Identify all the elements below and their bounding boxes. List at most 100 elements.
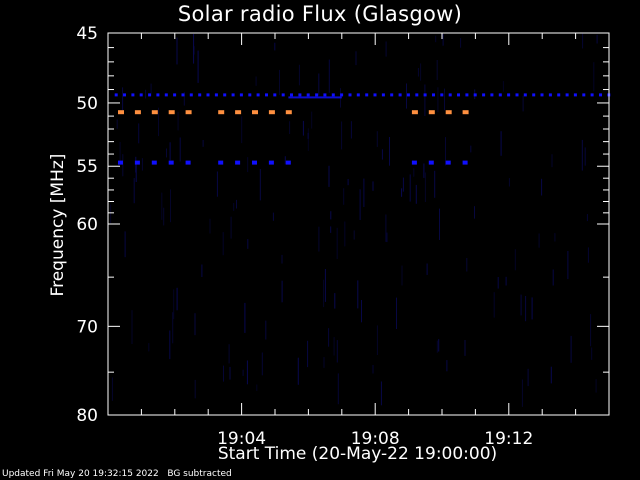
noise-streak (111, 377, 113, 401)
band-dot (482, 93, 486, 97)
noise-streak (445, 137, 446, 166)
band-dot (139, 93, 143, 97)
band-dot (290, 93, 293, 97)
y-tick-label: 80 (76, 406, 98, 426)
noise-streak (396, 297, 397, 329)
noise-streak (389, 137, 390, 166)
noise-streak (336, 340, 338, 363)
band-dot (331, 93, 335, 97)
band-dot (214, 93, 218, 97)
noise-streak (401, 188, 403, 197)
noise-streak (385, 214, 387, 242)
pulse-mark (445, 160, 451, 165)
noise-streak (409, 174, 411, 202)
band-dot (315, 93, 319, 97)
noise-streak (336, 227, 338, 259)
noise-streak (307, 132, 309, 139)
pulse-mark (411, 110, 418, 115)
noise-streak (439, 208, 440, 240)
pulse-mark (168, 110, 175, 115)
x-axis: 19:04 19:08 19:12 (140, 33, 577, 449)
chart-title: Solar radio Flux (Glasgow) (177, 2, 463, 26)
noise-streak (582, 33, 584, 49)
noise-streak (201, 264, 203, 277)
noise-streak (435, 35, 437, 43)
noise-streak (223, 365, 224, 382)
band-dot (457, 93, 460, 97)
noise-streak (197, 50, 199, 83)
noise-streak (460, 38, 462, 48)
noise-streak (173, 289, 175, 320)
noise-streak (216, 171, 218, 197)
noise-streak (324, 269, 326, 302)
noise-streak (176, 37, 178, 65)
pulse-mark (428, 160, 434, 165)
noise-streak (355, 51, 357, 66)
noise-streak (586, 214, 588, 222)
noise-streak (318, 73, 320, 96)
noise-streak (259, 169, 261, 201)
noise-streak (508, 178, 510, 187)
noise-streak (110, 204, 112, 224)
noise-streak (436, 60, 438, 80)
band-dot (164, 93, 168, 97)
noise-streak (323, 279, 325, 308)
pulse-mark (185, 160, 191, 165)
noise-streak (330, 226, 332, 233)
noise-streak (474, 206, 475, 219)
noise-streak (228, 344, 230, 364)
band-dot (340, 93, 344, 97)
noise-streak (209, 218, 211, 234)
pulse-mark (252, 110, 258, 115)
noise-streak (202, 140, 204, 147)
band-dot (557, 93, 561, 97)
noise-streak (344, 221, 346, 247)
noise-streak (297, 357, 299, 385)
noise-streak (505, 276, 507, 286)
noise-streak (150, 83, 152, 94)
y-tick-label: 45 (76, 24, 98, 44)
band-dot (398, 93, 402, 97)
band-dot (348, 93, 352, 97)
noise-streak (401, 265, 403, 286)
noise-streak (567, 251, 569, 280)
noise-streak (343, 188, 345, 205)
noise-streak (265, 320, 267, 340)
y-tick-label: 70 (76, 317, 98, 337)
y-tick-label: 60 (76, 215, 98, 235)
noise-streak (372, 181, 374, 191)
noise-streak (135, 156, 137, 173)
noise-streak (415, 184, 417, 204)
noise-streak (381, 149, 383, 160)
noise-streak (333, 337, 335, 356)
noise-streak (372, 365, 374, 374)
pulse-mark (445, 110, 452, 115)
noise-streak (426, 263, 428, 275)
y-tick-label: 55 (76, 157, 98, 177)
noise-streak (284, 156, 286, 165)
noise-streak (281, 254, 283, 264)
noise-streak (464, 340, 466, 356)
noise-streak (177, 111, 179, 131)
noise-streak (357, 280, 359, 309)
noise-streak (584, 147, 586, 166)
band-dot (515, 93, 519, 97)
noise-streak (380, 381, 382, 406)
pulse-mark (118, 160, 123, 165)
band-segment (288, 96, 342, 99)
pulse-mark (118, 110, 124, 115)
noise-streak (261, 352, 263, 376)
noise-streak (538, 233, 540, 248)
noise-streak (328, 59, 330, 93)
noise-streak (307, 128, 309, 151)
noise-streak (229, 366, 231, 380)
noise-streak (119, 142, 121, 166)
band-dot (273, 93, 277, 97)
noise-streak (122, 154, 124, 177)
noise-streak (350, 121, 352, 139)
x-tick-label: 19:08 (351, 429, 400, 449)
band-dot (532, 93, 536, 97)
pulse-mark (151, 160, 157, 165)
noise-streak (581, 139, 583, 171)
noise-streak (247, 157, 249, 173)
